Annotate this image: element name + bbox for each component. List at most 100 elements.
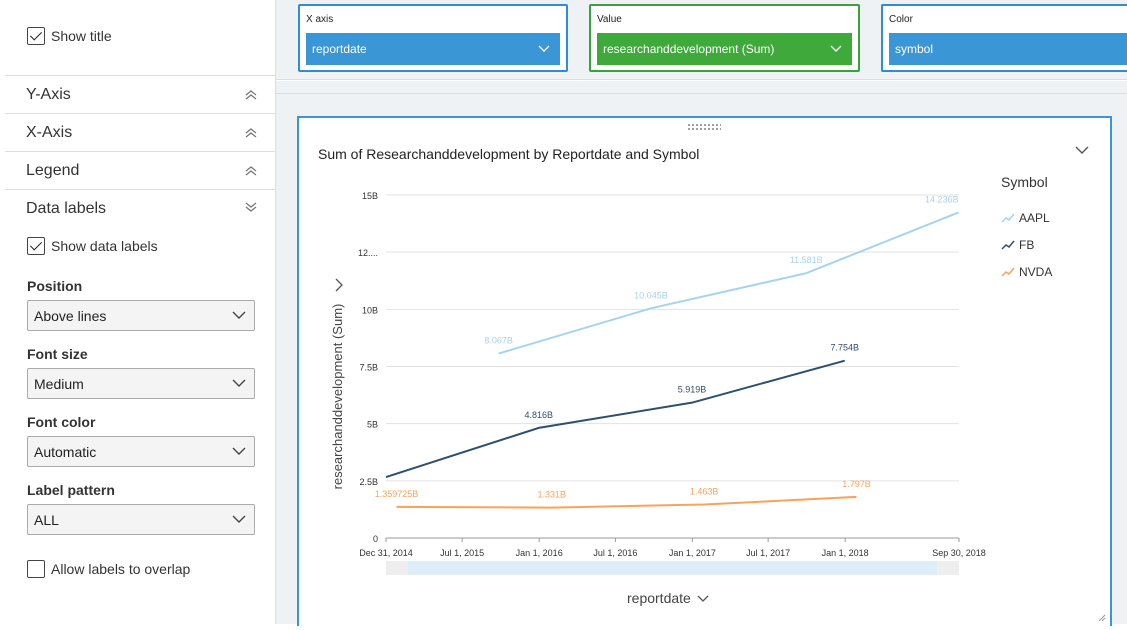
data-label: 8.067B [484,336,513,346]
font-color-label: Font color [27,414,96,430]
chevron-down-icon [232,515,246,523]
x-tick-label: Sep 30, 2018 [932,548,986,558]
y-tick-label: 15B [362,191,378,201]
legend-label-nvda: NVDA [1019,264,1053,279]
x-axis-title-button[interactable]: reportdate [627,590,709,606]
drag-handle-icon[interactable] [687,123,721,131]
show-data-labels-toggle[interactable]: Show data labels [27,237,158,255]
y-tick-label: 10B [362,305,378,315]
show-data-labels-checkbox[interactable] [27,237,45,255]
font-size-value: Medium [34,375,84,392]
color-field-pill[interactable]: symbol [889,33,1127,65]
chevron-down-icon [830,45,842,52]
color-well: Color symbol [881,4,1127,72]
x-tick-label: Jul 1, 2016 [593,548,637,558]
visual-title: Sum of Researchanddevelopment by Reportd… [318,146,700,162]
chevron-down-icon [232,447,246,455]
line-series-icon [1001,240,1015,250]
section-x-axis-label: X-Axis [26,123,73,141]
label-pattern-label: Label pattern [27,482,115,498]
show-title-toggle[interactable]: Show title [27,27,112,45]
chevron-down-icon [232,379,246,387]
x-tick-label: Jan 1, 2018 [822,548,869,558]
data-label: 10.045B [634,290,668,300]
section-legend[interactable]: Legend [5,151,276,189]
x-tick-label: Jan 1, 2016 [516,548,563,558]
section-y-axis[interactable]: Y-Axis [5,75,276,113]
resize-handle-icon[interactable] [1096,612,1106,622]
chevron-down-icon [697,595,709,602]
y-axis-title: researchanddevelopment (Sum) [330,304,345,490]
color-field-value: symbol [895,42,934,56]
data-label: 11.581B [790,255,823,265]
show-data-labels-label: Show data labels [51,238,158,254]
line-series-icon [1001,213,1015,223]
x-tick-label: Jan 1, 2017 [669,548,716,558]
chevron-right-icon [335,278,343,292]
visual-menu-chevron-icon[interactable] [1074,144,1090,156]
double-chevron-up-icon [245,166,257,176]
y-tick-label: 2.5B [359,477,378,487]
chart-plot: 0 2.5B 5B 7.5B 10B 12.... 15B Dec 31, 2014 Jul 1… [330,191,986,575]
series-line-aapl [498,211,959,355]
legend: Symbol AAPL FB NVDA [1001,174,1052,285]
section-y-axis-label: Y-Axis [26,85,71,103]
data-label: 5.919B [678,385,707,395]
field-wells-bar: X axis reportdate Value researchanddevel… [276,0,1127,80]
y-tick-label: 7.5B [359,363,378,373]
section-x-axis[interactable]: X-Axis [5,113,276,151]
font-size-label: Font size [27,346,88,362]
legend-item-fb[interactable]: FB [1001,231,1052,258]
legend-item-nvda[interactable]: NVDA [1001,258,1052,285]
font-color-select[interactable]: Automatic [27,436,255,467]
format-panel: Show title Y-Axis X-Axis Legend Data lab… [5,0,276,624]
legend-item-aapl[interactable]: AAPL [1001,204,1052,231]
label-pattern-select[interactable]: ALL [27,504,255,535]
data-label: 14.236B [925,194,959,204]
x-tick-label: Jul 1, 2017 [746,548,790,558]
section-legend-label: Legend [26,161,80,179]
y-tick-label: 12.... [358,248,378,258]
label-pattern-value: ALL [34,511,59,528]
legend-title: Symbol [1001,174,1048,190]
series-line-fb [385,359,845,478]
position-select[interactable]: Above lines [27,300,255,331]
value-field-pill[interactable]: researchanddevelopment (Sum) [597,33,852,65]
line-series-icon [1001,267,1015,277]
x-scroll-thumb [408,561,937,575]
x-axis-well: X axis reportdate [298,4,568,72]
double-chevron-down-icon [245,202,257,212]
section-data-labels[interactable]: Data labels [5,189,276,227]
allow-overlap-toggle[interactable]: Allow labels to overlap [27,560,190,578]
series-line-nvda [396,495,857,509]
divider [276,93,1127,94]
x-axis-title: reportdate [627,590,691,606]
allow-overlap-label: Allow labels to overlap [51,561,191,577]
section-data-labels-label: Data labels [26,199,107,217]
x-axis-field-value: reportdate [312,42,367,56]
x-axis-well-title: X axis [306,14,334,25]
data-label: 1.359725B [375,489,419,499]
chevron-down-icon [538,45,550,52]
font-color-value: Automatic [34,443,97,460]
data-label: 1.463B [690,487,719,497]
double-chevron-up-icon [245,128,257,138]
allow-overlap-checkbox[interactable] [27,560,45,578]
legend-label-aapl: AAPL [1019,210,1050,225]
x-axis-field-pill[interactable]: reportdate [306,33,560,65]
x-tick-label: Dec 31, 2014 [359,548,413,558]
show-title-checkbox[interactable] [27,27,45,45]
line-chart-visual[interactable]: Sum of Researchanddevelopment by Reportd… [297,116,1112,626]
font-size-select[interactable]: Medium [27,368,255,399]
chevron-down-icon [232,311,246,319]
color-well-title: Color [889,14,913,25]
data-label: 4.816B [525,410,554,420]
position-value: Above lines [34,307,107,324]
legend-label-fb: FB [1019,237,1035,252]
data-label: 7.754B [830,343,859,353]
x-tick-label: Jul 1, 2015 [440,548,484,558]
data-label: 1.331B [537,490,566,500]
data-label: 1.797B [842,479,871,489]
y-tick-label: 0 [373,534,378,544]
y-tick-label: 5B [367,420,378,430]
